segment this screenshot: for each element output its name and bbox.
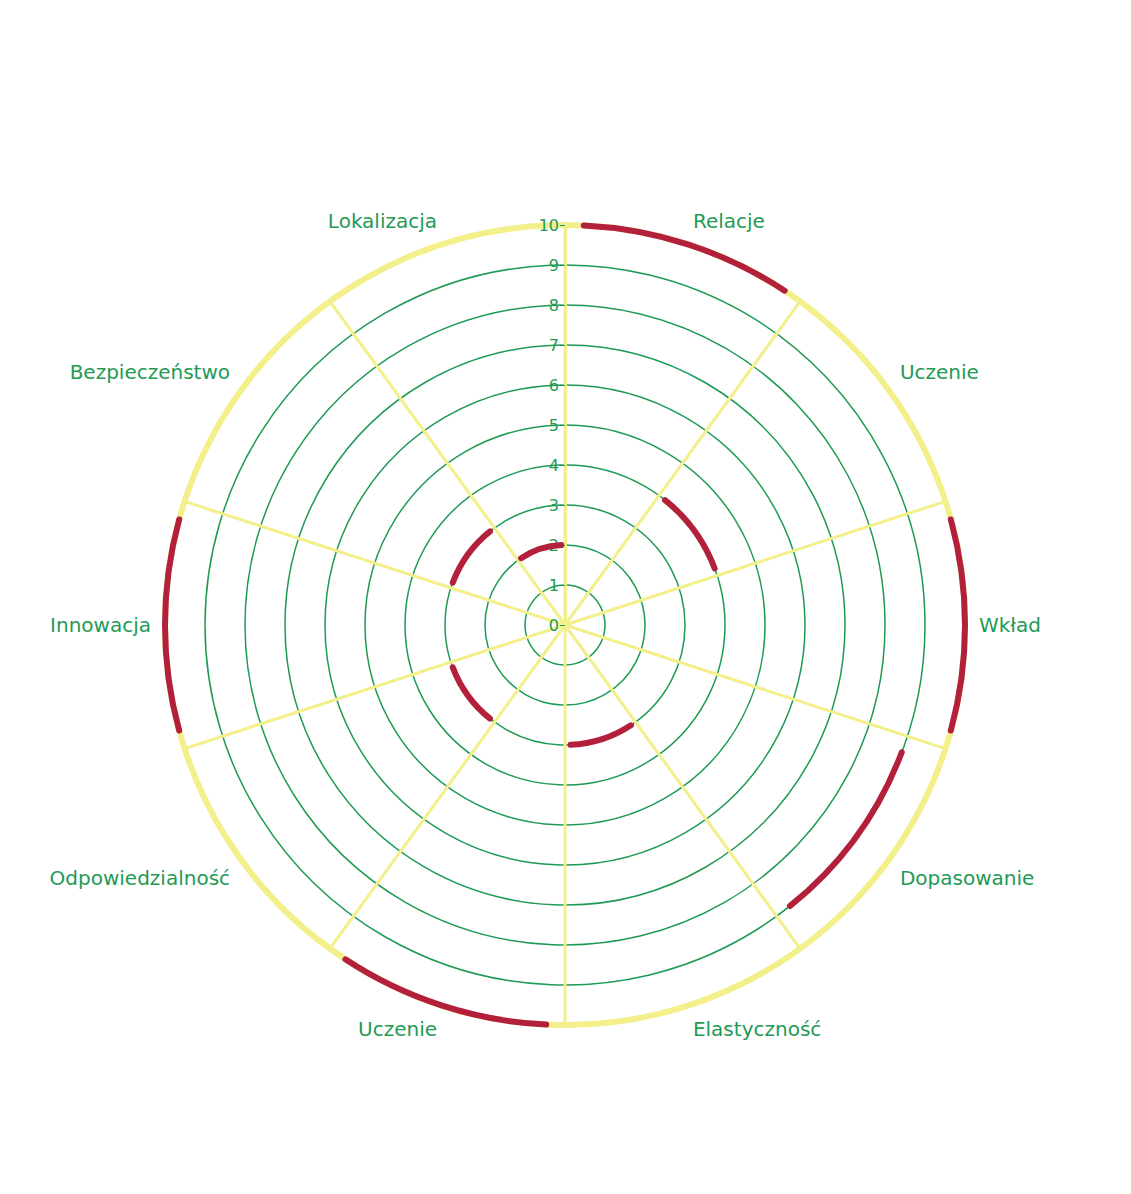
svg-text:6: 6	[549, 376, 559, 395]
svg-text:5: 5	[549, 416, 559, 435]
svg-text:2: 2	[548, 535, 559, 555]
svg-text:Innowacja: Innowacja	[50, 613, 151, 637]
svg-text:Uczenie: Uczenie	[900, 360, 979, 384]
svg-text:0: 0	[549, 616, 559, 635]
svg-text:9: 9	[549, 256, 559, 275]
svg-text:Elastyczność: Elastyczność	[693, 1017, 821, 1041]
svg-text:10: 10	[539, 216, 559, 235]
svg-text:4: 4	[549, 456, 559, 475]
svg-text:Wkład: Wkład	[979, 613, 1041, 637]
svg-text:Lokalizacja: Lokalizacja	[328, 209, 437, 233]
svg-text:Bezpieczeństwo: Bezpieczeństwo	[70, 360, 230, 384]
svg-text:Dopasowanie: Dopasowanie	[900, 866, 1034, 890]
svg-text:7: 7	[549, 336, 559, 355]
svg-text:3: 3	[549, 496, 559, 515]
svg-text:1: 1	[549, 576, 559, 595]
svg-text:Relacje: Relacje	[693, 209, 765, 233]
svg-text:Odpowiedzialność: Odpowiedzialność	[50, 866, 230, 890]
svg-text:Uczenie: Uczenie	[358, 1017, 437, 1041]
svg-text:8: 8	[549, 296, 559, 315]
